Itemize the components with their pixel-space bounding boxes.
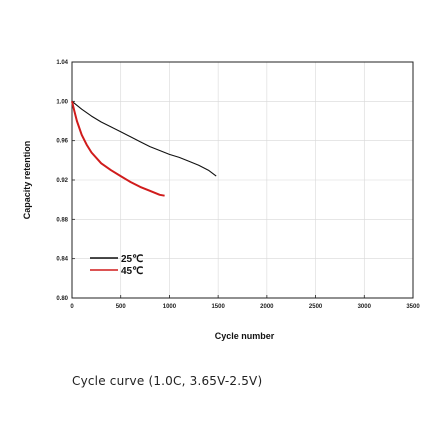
x-tick-label: 1500: [211, 304, 225, 310]
series-line-45c: [71, 101, 165, 197]
x-tick-label: 2500: [309, 304, 323, 310]
legend: 25℃45℃: [90, 254, 143, 277]
x-axis-ticks: 0 500 1000 1500 2000 2500 3000 3500: [70, 295, 420, 310]
y-tick-label: 0.96: [56, 139, 68, 145]
y-tick-label: 1.00: [56, 99, 68, 105]
x-tick-label: 0: [70, 304, 74, 310]
figure-caption: Cycle curve (1.0C, 3.65V-2.5V): [72, 374, 263, 388]
y-tick-label: 0.84: [56, 257, 68, 263]
y-tick-label: 0.88: [56, 217, 68, 223]
x-tick-label: 3500: [406, 304, 420, 310]
y-axis-title: Capacity retention: [22, 141, 32, 220]
grid-lines: [72, 62, 413, 298]
legend-label: 45℃: [121, 266, 143, 277]
x-tick-label: 1000: [163, 304, 177, 310]
y-axis-ticks: 0.80 0.84 0.88 0.92 0.96 1.00 1.04: [56, 60, 75, 302]
y-tick-label: 1.04: [56, 60, 68, 66]
x-tick-label: 2000: [260, 304, 274, 310]
x-axis-title: Cycle number: [215, 331, 275, 341]
series-lines: [71, 100, 217, 197]
legend-label: 25℃: [121, 254, 143, 265]
x-tick-label: 3000: [358, 304, 372, 310]
y-tick-label: 0.80: [56, 296, 68, 302]
series-line-25c: [71, 100, 217, 177]
x-tick-label: 500: [116, 304, 127, 310]
y-tick-label: 0.92: [56, 178, 68, 184]
